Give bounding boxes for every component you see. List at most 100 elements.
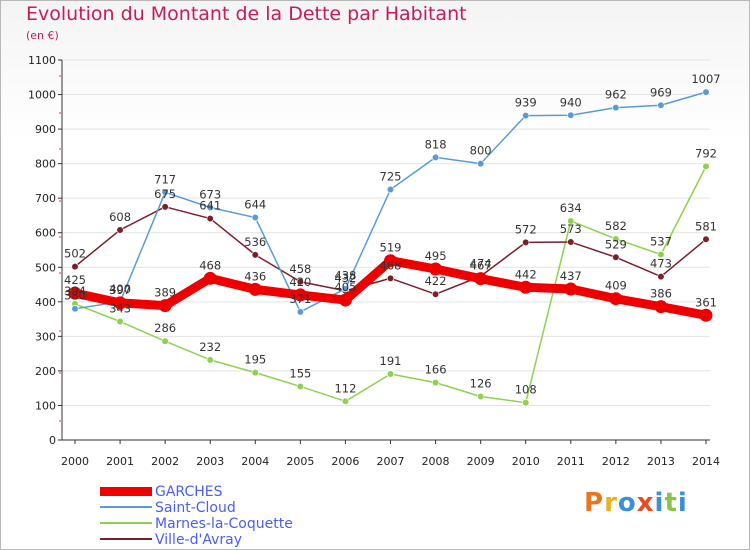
data-label: 432 [334,271,356,285]
data-label: 386 [650,287,672,301]
x-tick-label: 2006 [331,455,359,468]
data-label: 343 [109,302,131,316]
data-label: 420 [289,275,311,289]
data-label: 536 [244,235,266,249]
data-point [702,235,710,243]
y-tick-label: 500 [35,261,56,274]
data-label: 1007 [691,72,720,86]
data-point [71,262,79,271]
x-tick-label: 2008 [422,455,450,468]
series-garches [68,254,713,322]
logo-letter: x [636,488,655,518]
logo-letter: o [617,488,637,518]
legend-swatch-saint-cloud [100,506,152,508]
data-point [522,112,530,120]
data-point [657,273,665,281]
data-label: 458 [289,262,311,276]
series-saint-cloud [71,88,710,316]
x-tick-label: 2014 [692,455,720,468]
y-tick-label: 100 [35,399,56,412]
data-point [158,299,172,313]
data-label: 725 [380,170,402,184]
logo-letter: r [604,488,618,518]
data-label: 112 [334,381,356,395]
data-label: 495 [425,249,447,263]
data-point [431,290,440,298]
data-point [567,217,575,225]
data-point [116,317,124,326]
data-point [116,226,124,234]
data-point [612,104,620,112]
legend-item-ville-d-avray: Ville-d'Avray [100,532,360,548]
data-label: 634 [560,201,582,215]
data-label: 108 [515,383,537,397]
data-label: 519 [380,241,402,255]
logo-letter: P [584,488,605,518]
data-point [384,254,397,268]
legend-label-garches: GARCHES [155,484,223,500]
x-tick-label: 2001 [106,455,134,468]
data-point [161,337,169,345]
data-label: 166 [425,363,447,377]
y-tick-label: 1100 [28,54,56,67]
data-point [657,250,665,259]
chart-title: Evolution du Montant de la Dette par Hab… [26,3,467,25]
data-point [522,238,530,246]
x-tick-label: 2010 [512,455,540,468]
x-tick-label: 2000 [61,455,89,468]
x-tick-label: 2003 [196,455,224,468]
data-point [206,203,214,212]
data-label: 442 [515,267,537,281]
data-point [251,251,259,259]
data-point [338,293,352,307]
data-label: 939 [515,96,537,110]
data-point [206,214,214,223]
data-point [612,235,620,243]
y-tick-label: 400 [35,296,56,309]
data-point [386,370,395,378]
data-point [293,288,307,302]
data-label: 409 [605,279,627,293]
legend: GARCHES Saint-Cloud Marnes-la-Coquette V… [100,484,360,548]
data-label: 191 [380,354,402,368]
data-point [251,213,259,222]
data-point [657,101,665,109]
legend-label-saint-cloud: Saint-Cloud [155,500,236,516]
data-label: 641 [199,199,221,213]
y-tick-label: 0 [49,434,56,447]
data-label: 581 [695,219,717,233]
data-label: 818 [425,137,447,151]
data-label: 425 [64,273,86,287]
data-label: 572 [515,222,537,236]
data-label: 717 [154,172,176,186]
data-label: 422 [425,274,447,288]
data-point [522,399,530,407]
data-point [68,286,82,300]
data-label: 467 [470,259,492,273]
data-label: 438 [334,269,356,283]
data-label: 644 [244,198,266,212]
data-point [248,282,262,296]
data-label: 468 [380,258,402,272]
logo-letter: t [664,488,678,518]
data-label: 400 [109,282,131,296]
x-tick-label: 2009 [467,455,495,468]
data-label: 371 [289,292,311,306]
data-label: 940 [560,95,582,109]
data-point [477,392,485,401]
data-point [386,185,395,194]
y-tick-label: 600 [35,227,56,240]
legend-label-ville-d-avray: Ville-d'Avray [155,532,243,548]
y-tick-label: 300 [35,330,56,343]
legend-swatch-garches [100,487,152,496]
data-point [296,308,304,316]
data-label: 195 [244,353,266,367]
data-label: 675 [154,187,176,201]
data-label: 573 [560,222,582,236]
y-tick-label: 800 [35,158,56,171]
data-label: 126 [470,376,492,390]
data-point [699,308,713,322]
data-point [567,238,575,246]
data-point [251,369,259,377]
